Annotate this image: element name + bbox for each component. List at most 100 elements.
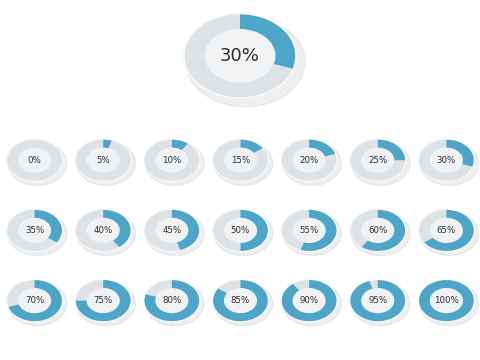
Circle shape	[144, 280, 200, 321]
Wedge shape	[35, 210, 62, 243]
Circle shape	[214, 282, 273, 326]
Text: 35%: 35%	[25, 226, 44, 235]
Circle shape	[293, 148, 325, 172]
Circle shape	[225, 289, 256, 312]
Circle shape	[431, 219, 462, 242]
Text: 5%: 5%	[96, 156, 110, 165]
Circle shape	[213, 210, 268, 251]
Wedge shape	[76, 280, 131, 321]
Circle shape	[214, 211, 273, 256]
Circle shape	[362, 148, 394, 172]
Wedge shape	[419, 280, 474, 321]
Circle shape	[351, 282, 410, 326]
Circle shape	[214, 141, 273, 185]
Wedge shape	[350, 140, 405, 181]
Text: 65%: 65%	[437, 226, 456, 235]
Circle shape	[87, 289, 119, 312]
Circle shape	[76, 282, 135, 326]
Wedge shape	[103, 140, 112, 149]
Wedge shape	[424, 210, 474, 251]
Text: 85%: 85%	[231, 296, 250, 305]
Circle shape	[225, 219, 256, 242]
Wedge shape	[240, 14, 295, 69]
Circle shape	[225, 148, 256, 172]
Circle shape	[351, 211, 410, 256]
Wedge shape	[361, 210, 405, 251]
Wedge shape	[76, 210, 131, 251]
Text: 90%: 90%	[300, 296, 319, 305]
Circle shape	[282, 141, 341, 185]
Circle shape	[8, 282, 67, 326]
Circle shape	[419, 139, 474, 181]
Wedge shape	[282, 210, 336, 251]
Circle shape	[205, 30, 275, 82]
Wedge shape	[282, 140, 336, 181]
Wedge shape	[213, 140, 268, 181]
Wedge shape	[144, 280, 199, 321]
Wedge shape	[144, 280, 199, 321]
Text: 55%: 55%	[300, 226, 319, 235]
Circle shape	[7, 139, 62, 181]
Wedge shape	[76, 280, 131, 321]
Circle shape	[19, 289, 50, 312]
Wedge shape	[185, 14, 295, 97]
Circle shape	[75, 139, 131, 181]
Text: 0%: 0%	[28, 156, 41, 165]
Wedge shape	[309, 140, 335, 157]
Wedge shape	[213, 280, 268, 321]
Circle shape	[431, 148, 462, 172]
Circle shape	[145, 282, 204, 326]
Wedge shape	[419, 280, 474, 321]
Text: 25%: 25%	[368, 156, 387, 165]
Text: 95%: 95%	[368, 296, 387, 305]
Circle shape	[156, 219, 188, 242]
Wedge shape	[144, 210, 199, 251]
Circle shape	[144, 210, 200, 251]
Circle shape	[282, 282, 341, 326]
Text: 40%: 40%	[94, 226, 113, 235]
Circle shape	[420, 282, 479, 326]
Wedge shape	[350, 280, 405, 321]
Text: 20%: 20%	[300, 156, 319, 165]
Text: 60%: 60%	[368, 226, 387, 235]
Wedge shape	[350, 210, 405, 251]
Wedge shape	[419, 210, 474, 251]
Circle shape	[87, 148, 119, 172]
Circle shape	[213, 280, 268, 321]
Circle shape	[419, 210, 474, 251]
Circle shape	[350, 280, 406, 321]
Circle shape	[7, 210, 62, 251]
Circle shape	[19, 148, 50, 172]
Circle shape	[145, 141, 204, 185]
Circle shape	[8, 141, 67, 185]
Wedge shape	[350, 280, 405, 321]
Wedge shape	[7, 140, 62, 181]
Text: 30%: 30%	[437, 156, 456, 165]
Wedge shape	[378, 140, 405, 160]
Text: 45%: 45%	[162, 226, 181, 235]
Wedge shape	[282, 280, 336, 321]
Wedge shape	[213, 280, 268, 321]
Circle shape	[362, 289, 394, 312]
Circle shape	[350, 139, 406, 181]
Wedge shape	[282, 280, 336, 321]
Circle shape	[186, 17, 305, 107]
Wedge shape	[7, 210, 62, 251]
Wedge shape	[144, 140, 199, 181]
Wedge shape	[103, 210, 131, 247]
Circle shape	[419, 280, 474, 321]
Wedge shape	[76, 140, 131, 181]
Circle shape	[293, 219, 325, 242]
Circle shape	[281, 210, 337, 251]
Circle shape	[19, 219, 50, 242]
Text: 15%: 15%	[231, 156, 250, 165]
Circle shape	[420, 211, 479, 256]
Circle shape	[87, 219, 119, 242]
Wedge shape	[419, 140, 474, 181]
Circle shape	[75, 280, 131, 321]
Circle shape	[156, 148, 188, 172]
Circle shape	[76, 211, 135, 256]
Text: 10%: 10%	[162, 156, 181, 165]
Circle shape	[75, 210, 131, 251]
Text: 75%: 75%	[94, 296, 113, 305]
